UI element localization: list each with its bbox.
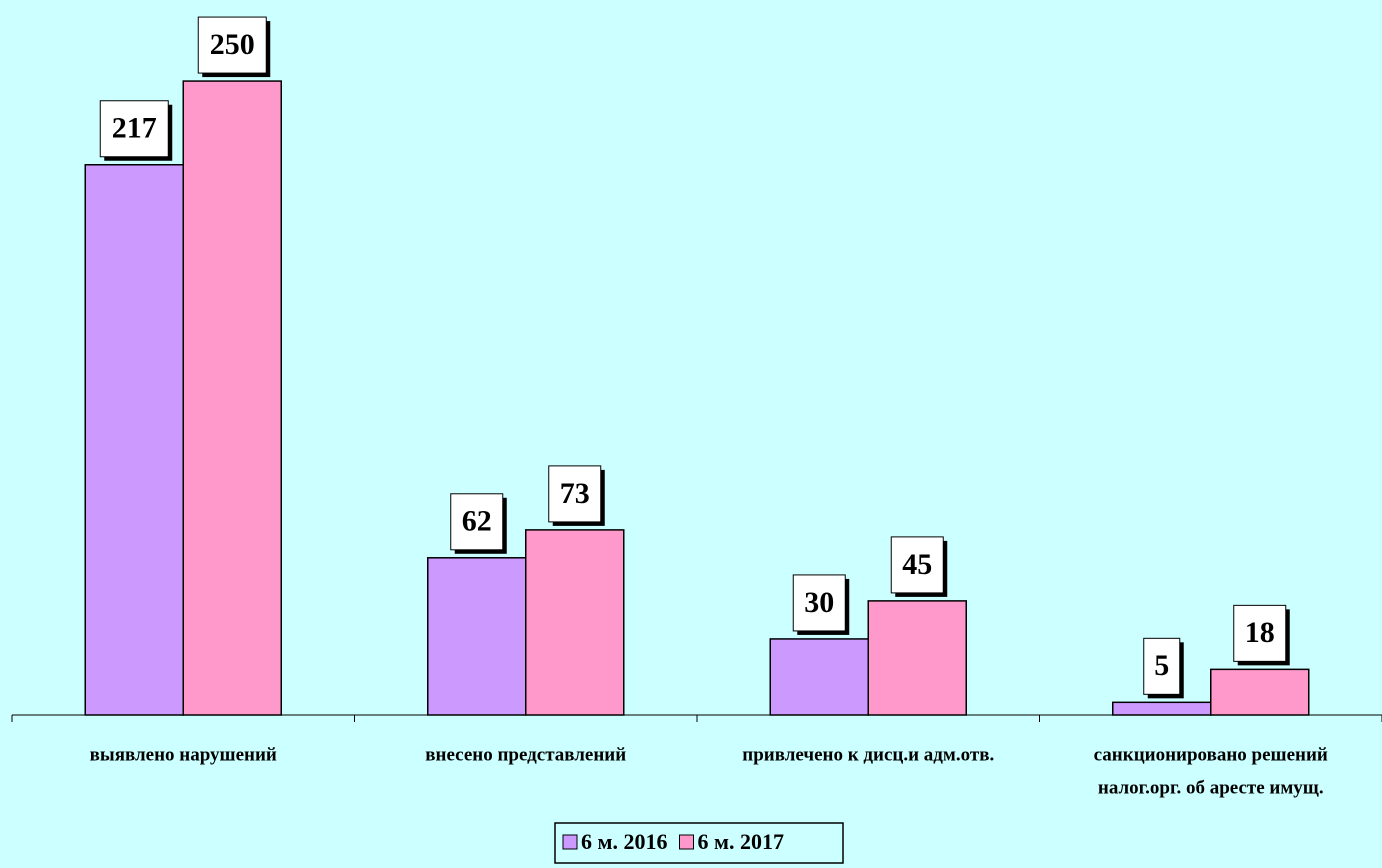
x-tick-label: выявлено нарушений <box>90 744 277 765</box>
value-label: 62 <box>462 505 492 538</box>
value-label-box <box>1233 604 1287 662</box>
value-label: 250 <box>210 28 255 61</box>
value-label-box <box>890 536 944 594</box>
bar <box>1112 701 1212 716</box>
x-tick-label: налог.орг. об аресте имущ. <box>1098 777 1324 798</box>
bar <box>84 164 184 716</box>
value-label-box <box>792 574 846 632</box>
bar <box>182 80 282 716</box>
value-label: 217 <box>112 112 157 145</box>
legend-swatch <box>679 834 694 850</box>
value-label: 73 <box>560 477 590 510</box>
value-label-box <box>1143 637 1181 695</box>
x-tick-label: санкционировано решений <box>1094 744 1328 765</box>
legend-swatch <box>562 834 578 850</box>
value-label-box <box>548 465 602 523</box>
value-label: 45 <box>902 548 932 581</box>
value-label: 30 <box>804 586 834 619</box>
legend: 6 м. 2016 6 м. 2017 <box>554 822 844 864</box>
bar <box>525 529 625 716</box>
value-label: 5 <box>1154 649 1169 682</box>
value-label-box <box>99 100 169 158</box>
bar <box>769 638 869 716</box>
x-tick-label: внесено представлений <box>425 744 626 765</box>
x-tick-label: привлечено к дисц.и адм.отв. <box>742 744 994 765</box>
bar <box>427 557 527 716</box>
bar <box>1210 668 1310 716</box>
legend-label: 6 м. 2016 <box>581 829 668 854</box>
bar <box>867 600 967 716</box>
legend-box <box>554 822 844 864</box>
value-label-box <box>197 16 267 74</box>
value-label: 18 <box>1245 616 1275 649</box>
legend-label: 6 м. 2017 <box>698 829 785 854</box>
value-label-box <box>450 493 504 551</box>
